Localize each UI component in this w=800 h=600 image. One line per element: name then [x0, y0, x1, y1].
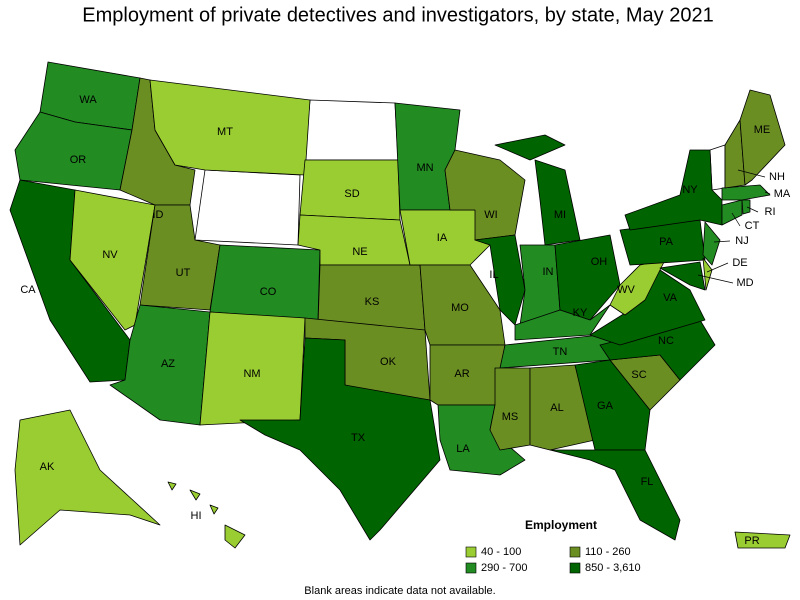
- state-label: MN: [416, 162, 433, 174]
- state-blank: [194, 169, 301, 246]
- state-label: AL: [550, 402, 563, 414]
- state-shape: [239, 337, 441, 541]
- legend-swatch: [465, 546, 477, 558]
- legend-title: Employment: [525, 518, 597, 532]
- state-label: OR: [70, 154, 87, 166]
- state-label: GA: [597, 400, 614, 412]
- state-label: PR: [744, 535, 759, 547]
- state-label: UT: [176, 267, 191, 279]
- state-label: WI: [484, 209, 497, 221]
- state-shape: [534, 159, 581, 246]
- state-label: CO: [260, 286, 277, 298]
- state-label: TX: [351, 432, 366, 444]
- state-label: FL: [641, 476, 654, 488]
- leader-line: [746, 206, 759, 213]
- map-title: Employment of private detectives and inv…: [82, 4, 713, 26]
- state-label: MA: [774, 188, 791, 200]
- state-shape: [149, 79, 311, 176]
- state-label: DE: [732, 257, 747, 269]
- state-label: VA: [663, 292, 678, 304]
- leader-line: [706, 262, 729, 273]
- state-label: LA: [456, 443, 470, 455]
- legend-label: 110 - 260: [585, 546, 631, 558]
- state-label: MS: [502, 411, 519, 423]
- state-label: KS: [365, 296, 380, 308]
- state-shape: [209, 244, 321, 321]
- state-shape: [167, 481, 177, 491]
- state-shape: [554, 234, 621, 321]
- state-label: CT: [745, 220, 760, 232]
- state-shape: [721, 184, 771, 201]
- state-label: HI: [191, 510, 202, 522]
- states: [9, 61, 791, 549]
- leader-line: [697, 274, 734, 284]
- state-shape: [741, 199, 751, 215]
- state-shape: [721, 199, 743, 226]
- state-label: NE: [352, 246, 367, 258]
- state-label: AR: [454, 368, 469, 380]
- state-label: NV: [102, 249, 118, 261]
- state-label: KY: [573, 307, 588, 319]
- leader-line: [764, 191, 771, 195]
- state-shape: [549, 449, 681, 541]
- state-label: NJ: [735, 235, 748, 247]
- state-shape: [224, 524, 246, 549]
- state-label: MD: [736, 277, 753, 289]
- state-label: ID: [153, 209, 164, 221]
- state-label: OH: [591, 256, 608, 268]
- state-label: NY: [682, 184, 698, 196]
- state-shape: [574, 359, 651, 451]
- state-label: MI: [554, 209, 566, 221]
- state-label: AZ: [161, 358, 175, 370]
- state-label: WV: [617, 284, 635, 296]
- leader-line: [737, 169, 766, 178]
- legend-label: 850 - 3,610: [585, 562, 641, 574]
- state-shape: [734, 531, 791, 549]
- state-shape: [529, 364, 596, 451]
- state-label: WA: [79, 94, 97, 106]
- footnote: Blank areas indicate data not available.: [304, 585, 495, 597]
- leader-line: [713, 240, 731, 243]
- state-label: NH: [769, 171, 785, 183]
- state-shape: [189, 489, 201, 501]
- state-label: NC: [658, 335, 674, 347]
- state-shape: [69, 189, 156, 331]
- state-shape: [489, 367, 531, 451]
- state-label: MT: [217, 126, 233, 138]
- state-label: MO: [451, 302, 469, 314]
- state-label: IA: [437, 232, 448, 244]
- state-blank: [709, 144, 726, 191]
- state-label: AK: [40, 461, 55, 473]
- state-blank: [304, 99, 399, 161]
- state-shape: [209, 504, 219, 515]
- state-shape: [659, 261, 706, 291]
- state-label: IN: [543, 266, 554, 278]
- state-label: IL: [489, 269, 498, 281]
- state-shape: [702, 221, 721, 266]
- state-label: SC: [631, 369, 646, 381]
- state-label: NM: [243, 368, 260, 380]
- state-label: SD: [344, 188, 359, 200]
- state-shape: [494, 134, 566, 161]
- state-shape: [14, 409, 161, 546]
- state-label: TN: [553, 346, 568, 358]
- legend-label: 40 - 100: [481, 546, 521, 558]
- state-shape: [702, 257, 713, 291]
- legend-label: 290 - 700: [481, 562, 527, 574]
- state-shape: [739, 89, 786, 186]
- legend-swatch: [569, 546, 581, 558]
- legend-swatch: [569, 562, 581, 574]
- state-shape: [624, 149, 723, 231]
- state-label: OK: [380, 356, 397, 368]
- state-label: RI: [765, 206, 776, 218]
- state-label: ME: [754, 124, 771, 136]
- leader-line: [731, 212, 741, 227]
- state-label: CA: [20, 284, 36, 296]
- legend-swatch: [465, 562, 477, 574]
- state-label: PA: [659, 236, 674, 248]
